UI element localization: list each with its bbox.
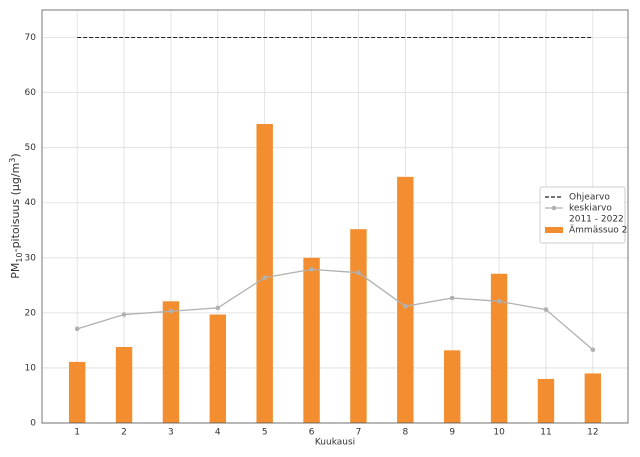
y-axis-label: PM10-pitoisuus (µg/m3) [8, 153, 24, 278]
x-tick-label: 11 [540, 428, 551, 438]
point [356, 270, 361, 275]
legend-label: keskiarvo [569, 204, 612, 214]
bar [209, 314, 227, 423]
y-tick-label: 10 [25, 363, 37, 373]
plot-frame [41, 9, 629, 424]
line [76, 268, 594, 351]
x-tick-label: 10 [493, 428, 505, 438]
point [74, 326, 80, 332]
x-tick-label: 1 [74, 428, 80, 438]
y-tick-label: 30 [25, 253, 37, 263]
y-label-sub: 10 [15, 252, 24, 262]
x-tick-label: 12 [587, 428, 598, 438]
bar [115, 347, 133, 423]
y-tick-label: 0 [30, 419, 36, 429]
legend-label: 2011 - 2022 [569, 215, 624, 225]
legend-label: Ohjearvo [569, 193, 610, 203]
point [543, 307, 549, 312]
x-tick-label: 9 [449, 428, 455, 438]
y-tick-label: 50 [25, 143, 37, 153]
bar [537, 378, 555, 423]
point [403, 303, 408, 309]
point [449, 295, 455, 301]
point [121, 312, 127, 317]
bar [443, 350, 461, 423]
x-tick-label: 5 [262, 428, 268, 438]
point [215, 305, 221, 311]
legend-label: Ämmässuo 2 [569, 225, 627, 236]
x-tick-label: 8 [402, 428, 408, 438]
point [590, 347, 596, 353]
point [309, 267, 314, 272]
y-label-part: ) [9, 153, 22, 157]
bar [68, 361, 86, 423]
y-label-part: -pitoisuus (µg/m [9, 163, 22, 253]
bar [256, 123, 273, 423]
bar [490, 273, 508, 423]
x-axis-label: Kuukausi [315, 438, 355, 448]
bar [584, 373, 602, 423]
bar [162, 301, 180, 423]
y-tick-label: 40 [25, 198, 37, 208]
y-tick-label: 60 [25, 88, 37, 98]
y-label-part: PM [9, 263, 22, 279]
point [262, 275, 267, 280]
x-tick-label: 4 [215, 428, 221, 438]
legend-marker [551, 205, 557, 211]
x-tick-label: 6 [309, 428, 315, 438]
point [496, 299, 502, 304]
y-tick-label: 20 [25, 308, 37, 318]
bar [350, 229, 367, 423]
x-tick-label: 7 [356, 428, 362, 438]
x-tick-label: 2 [121, 428, 127, 438]
bar [303, 257, 320, 423]
bar [397, 176, 414, 423]
legend-swatch [545, 227, 563, 233]
x-tick-label: 3 [168, 428, 174, 438]
y-label-sup: 3 [8, 158, 17, 163]
y-tick-label: 70 [25, 33, 37, 43]
point [168, 308, 174, 314]
